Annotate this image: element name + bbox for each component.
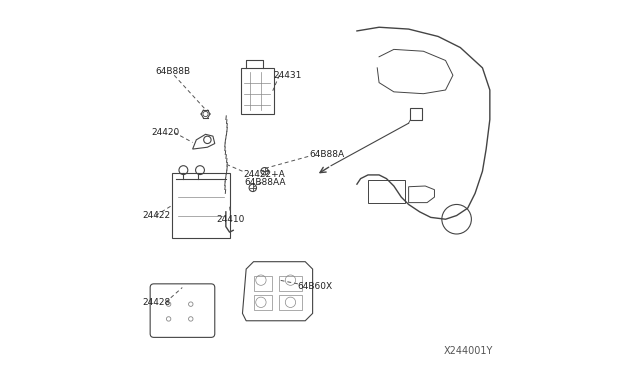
Text: 64B60X: 64B60X (298, 282, 333, 291)
Bar (368, 180, 405, 203)
Bar (410, 109, 422, 119)
Bar (253, 295, 272, 310)
Bar (280, 295, 301, 310)
Text: 24428: 24428 (142, 298, 170, 307)
Text: 24420: 24420 (151, 128, 179, 137)
Bar (280, 276, 301, 291)
Text: 64B88AA: 64B88AA (244, 178, 286, 187)
Text: 24422: 24422 (142, 211, 170, 220)
Text: 64B88B: 64B88B (156, 67, 191, 76)
Text: 24410: 24410 (216, 215, 245, 224)
Text: 64B88A: 64B88A (309, 150, 344, 159)
Text: 24422+A: 24422+A (243, 170, 285, 179)
Bar (253, 276, 272, 291)
Text: X244001Y: X244001Y (444, 346, 493, 356)
Text: 24431: 24431 (274, 71, 302, 80)
